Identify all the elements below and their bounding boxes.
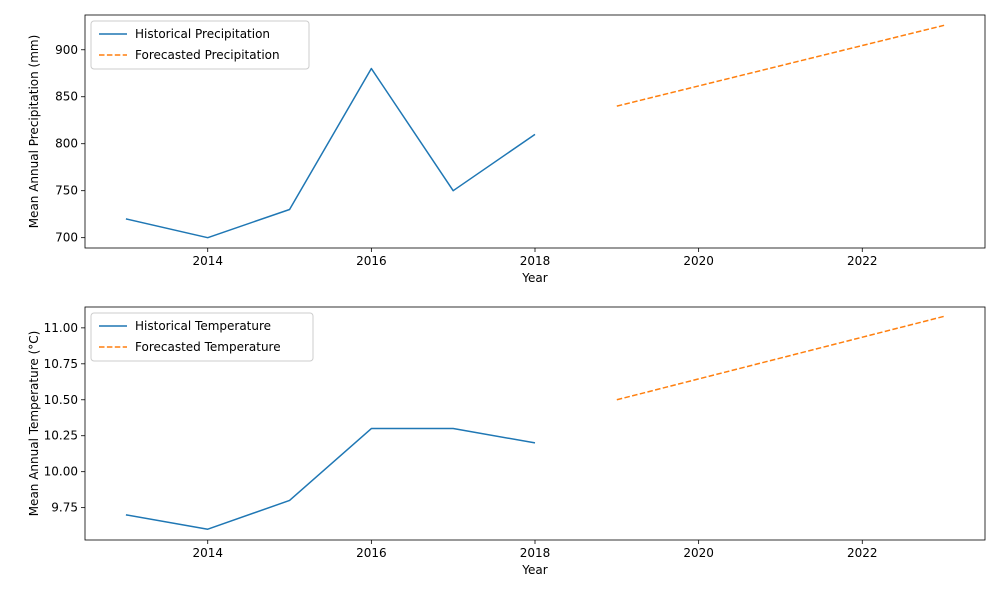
y-tick-label-1-0: 9.75 — [51, 501, 78, 515]
y-tick-label-0-3: 850 — [55, 90, 78, 104]
y-tick-label-0-2: 800 — [55, 137, 78, 151]
series-line-0-0 — [125, 67, 536, 239]
x-tick-label-0-0: 2014 — [192, 254, 223, 268]
y-tick-label-0-0: 700 — [55, 231, 78, 245]
y-tick-label-1-4: 10.75 — [44, 357, 78, 371]
temperature-chart: 2014 2016 2018 2020 2022 9.75 10.00 10.25 10.50 1… — [27, 306, 986, 577]
legend-box-0 — [90, 20, 310, 70]
x-tick-label-0-1: 2016 — [356, 254, 387, 268]
legend-label-1-1: Forecasted Temperature — [135, 340, 281, 354]
x-tick-label-1-0: 2014 — [192, 546, 223, 560]
series-line-1-0 — [125, 427, 536, 530]
legend-label-0-0: Historical Precipitation — [135, 27, 270, 41]
x-tick-label-0-3: 2020 — [683, 254, 714, 268]
y-tick-label-0-1: 750 — [55, 184, 78, 198]
y-tick-label-1-1: 10.00 — [44, 465, 78, 479]
x-axis-label-1: Year — [521, 563, 547, 577]
legend-0: Historical Precipitation Forecasted Preci… — [90, 20, 310, 70]
x-tick-label-0-2: 2018 — [520, 254, 551, 268]
y-tick-label-0-4: 900 — [55, 43, 78, 57]
legend-1: Historical Temperature Forecasted Tempera… — [90, 312, 314, 362]
precipitation-chart: 2014 2016 2018 2020 2022 700 750 800 850 900 Year M… — [27, 14, 986, 285]
y-axis-label-0: Mean Annual Precipitation (mm) — [27, 35, 41, 229]
series-line-1-1 — [616, 315, 945, 401]
x-tick-label-1-2: 2018 — [520, 546, 551, 560]
y-axis-label-1: Mean Annual Temperature (°C) — [27, 331, 41, 517]
x-axis-label-0: Year — [521, 271, 547, 285]
y-tick-label-1-5: 11.00 — [44, 321, 78, 335]
y-tick-label-1-3: 10.50 — [44, 393, 78, 407]
y-tick-label-1-2: 10.25 — [44, 429, 78, 443]
x-tick-label-1-1: 2016 — [356, 546, 387, 560]
x-tick-label-1-4: 2022 — [847, 546, 878, 560]
legend-box-1 — [90, 312, 314, 362]
series-line-0-1 — [616, 24, 945, 107]
legend-label-1-0: Historical Temperature — [135, 319, 271, 333]
x-tick-label-0-4: 2022 — [847, 254, 878, 268]
x-tick-label-1-3: 2020 — [683, 546, 714, 560]
legend-label-0-1: Forecasted Precipitation — [135, 48, 280, 62]
